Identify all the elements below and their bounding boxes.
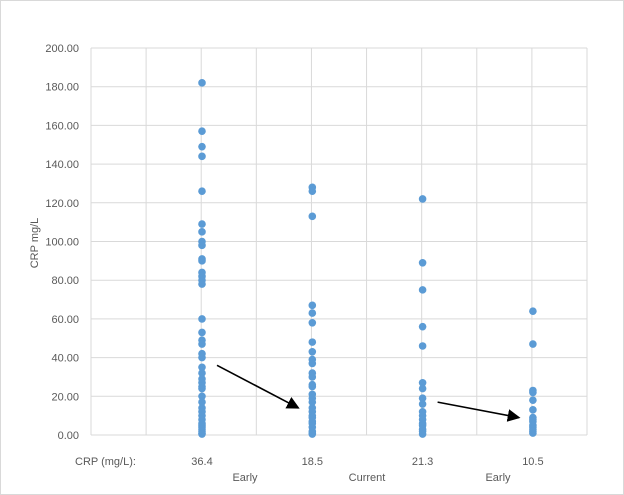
data-point <box>418 394 427 403</box>
data-point <box>198 363 206 372</box>
data-point <box>198 392 206 401</box>
data-point <box>308 187 317 195</box>
data-point <box>308 338 317 346</box>
gridlines <box>90 47 588 436</box>
arrow <box>216 364 300 409</box>
data-point <box>529 396 537 404</box>
data-point <box>198 127 206 136</box>
data-point <box>198 187 206 195</box>
data-point <box>308 212 317 221</box>
data-point <box>418 400 427 408</box>
group-label: Early <box>485 472 511 484</box>
y-tick-label: 100.00 <box>45 237 79 249</box>
y-tick-label: 180.00 <box>45 82 79 94</box>
data-point <box>308 359 317 368</box>
data-point <box>529 406 537 414</box>
arrow <box>437 401 521 422</box>
y-tick-label: 120.00 <box>45 198 79 210</box>
annotation-arrows <box>216 364 521 422</box>
mean-label: 18.5 <box>302 456 323 468</box>
data-point <box>529 388 537 397</box>
data-point <box>198 241 206 250</box>
y-tick-label: 140.00 <box>45 159 79 171</box>
data-point <box>418 322 427 331</box>
data-point <box>198 257 206 265</box>
data-point <box>529 340 537 348</box>
mean-label: 36.4 <box>191 456 212 468</box>
data-point <box>198 315 206 323</box>
data-point <box>198 369 206 377</box>
data-point <box>198 398 206 406</box>
data-point <box>418 286 427 294</box>
y-tick-label: 200.00 <box>45 43 79 55</box>
y-tick-label: 160.00 <box>45 120 79 132</box>
data-point <box>198 79 206 87</box>
data-point <box>198 142 206 151</box>
group-label: Current <box>349 472 386 484</box>
data-point <box>308 347 317 356</box>
data-point <box>198 228 206 236</box>
row-label: CRP (mg/L): <box>75 456 136 468</box>
y-tick-label: 60.00 <box>51 314 79 326</box>
data-point <box>198 152 206 161</box>
data-point <box>418 384 427 393</box>
data-point <box>418 195 427 203</box>
group-label: Early <box>232 472 258 484</box>
data-point <box>198 328 206 337</box>
mean-labels: 36.4 18.5 21.3 10.5 <box>191 456 543 468</box>
data-point <box>418 430 427 438</box>
data-point <box>198 430 206 438</box>
y-tick-label: 40.00 <box>51 353 79 365</box>
data-point <box>529 429 537 437</box>
data-point <box>529 307 537 315</box>
y-axis-ticks: 0.00 20.00 40.00 60.00 80.00 100.00 120.00 140.… <box>45 43 79 442</box>
data-point <box>418 342 427 350</box>
data-point <box>308 318 317 327</box>
data-point <box>308 398 317 406</box>
data-point <box>198 353 206 362</box>
y-tick-label: 20.00 <box>51 391 79 403</box>
data-point <box>308 430 317 438</box>
y-tick-label: 80.00 <box>51 275 79 287</box>
data-point <box>418 378 427 387</box>
mean-label: 21.3 <box>412 456 433 468</box>
data-point <box>198 220 206 228</box>
data-point <box>308 382 317 391</box>
data-point <box>308 301 317 310</box>
data-point <box>198 280 206 288</box>
data-point <box>198 340 206 348</box>
data-point <box>418 258 427 267</box>
data-points <box>198 79 537 438</box>
y-axis-title: CRP mg/L <box>29 218 41 269</box>
mean-label: 10.5 <box>522 456 543 468</box>
data-point <box>198 384 206 393</box>
data-point <box>308 309 317 317</box>
group-labels: Early Current Early <box>232 472 511 484</box>
data-point <box>308 373 317 381</box>
y-tick-label: 0.00 <box>58 430 79 442</box>
